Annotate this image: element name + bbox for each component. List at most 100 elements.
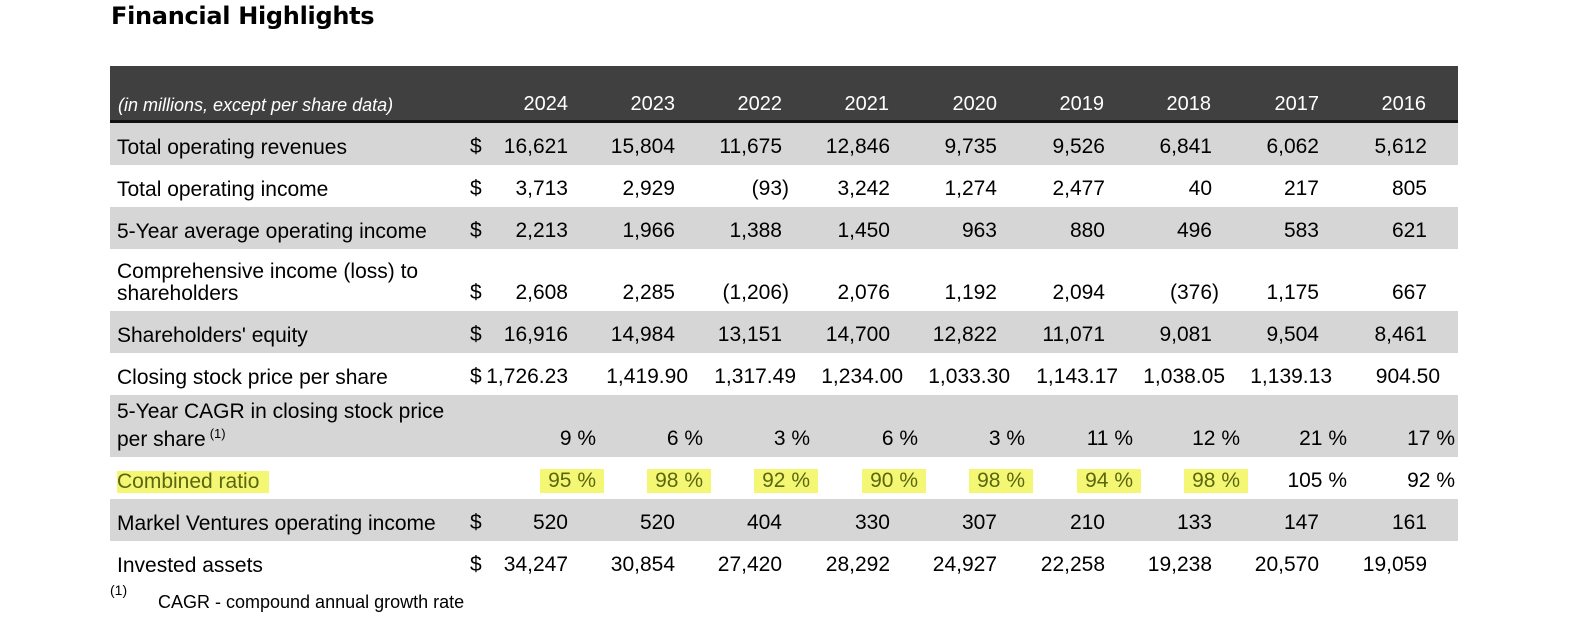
row-label: Shareholders' equity xyxy=(117,324,308,347)
cell-value: 12 % xyxy=(1192,427,1240,450)
cell-value: 28,292 xyxy=(825,553,890,576)
currency-symbol: $ xyxy=(470,553,482,576)
year-header: 2023 xyxy=(630,93,676,115)
cell-value: 12,846 xyxy=(825,135,890,158)
cell-value: 3,713 xyxy=(515,177,568,200)
cell-value: 520 xyxy=(639,511,675,534)
cell-value: 904.50 xyxy=(1375,365,1440,388)
row-label: Comprehensive income (loss) to shareholde… xyxy=(117,261,418,305)
cell-value: (376) xyxy=(1169,281,1219,304)
year-header: 2020 xyxy=(952,93,998,115)
year-header: 2017 xyxy=(1274,93,1320,115)
table-row: Total operating income $ 3,713 2,929 (93… xyxy=(110,165,1458,207)
cell-value: 147 xyxy=(1283,511,1319,534)
cell-value: 13,151 xyxy=(717,323,782,346)
cell-value: 15,804 xyxy=(610,135,675,158)
cell-value: 21 % xyxy=(1299,427,1347,450)
footnote-text: CAGR - compound annual growth rate xyxy=(158,592,465,612)
unit-label: (in millions, except per share data) xyxy=(118,95,394,115)
currency-symbol: $ xyxy=(470,365,482,388)
cell-value: 1,388 xyxy=(729,219,782,242)
financial-table: (in millions, except per share data) 202… xyxy=(110,66,1458,583)
row-label: Combined ratio xyxy=(117,471,270,493)
cell-value: 583 xyxy=(1283,219,1319,242)
cell-value: 621 xyxy=(1391,219,1427,242)
cell-value: 12,822 xyxy=(932,323,997,346)
currency-symbol: $ xyxy=(470,219,482,242)
row-label-line: shareholders xyxy=(117,282,239,305)
row-label-line: per share xyxy=(117,428,206,451)
cell-value: 1,175 xyxy=(1266,281,1319,304)
cell-value: 11 % xyxy=(1086,427,1133,450)
currency-symbol: $ xyxy=(470,323,482,346)
currency-symbol: $ xyxy=(470,281,482,304)
cell-value: 90 % xyxy=(862,469,926,493)
cell-value: 9,735 xyxy=(944,135,997,158)
cell-value: 2,076 xyxy=(837,281,890,304)
cell-value: 1,033.30 xyxy=(928,365,1010,388)
cell-value: 1,234.00 xyxy=(821,365,903,388)
cell-value: 11,071 xyxy=(1042,323,1105,346)
cell-value: 1,317.49 xyxy=(714,365,796,388)
cell-value: 16,916 xyxy=(503,323,568,346)
table-row: Invested assets $ 34,247 30,854 27,420 2… xyxy=(110,541,1458,583)
table-row: 5-Year average operating income $ 2,213 … xyxy=(110,207,1458,249)
cell-value: 520 xyxy=(532,511,568,534)
year-header: 2018 xyxy=(1166,93,1212,115)
row-label: Total operating revenues xyxy=(117,136,347,159)
cell-value: 22,258 xyxy=(1040,553,1105,576)
table-header: (in millions, except per share data) 202… xyxy=(110,66,1458,123)
cell-value: 3,242 xyxy=(837,177,890,200)
cell-value: 1,726.23 xyxy=(486,365,568,388)
currency-symbol: $ xyxy=(470,511,482,534)
row-label-line: 5-Year CAGR in closing stock price xyxy=(117,400,445,423)
footnote-marker: (1) xyxy=(209,426,226,441)
cell-value: 1,038.05 xyxy=(1143,365,1225,388)
cell-value: 161 xyxy=(1391,511,1427,534)
cell-value: 880 xyxy=(1069,219,1105,242)
cell-value: 92 % xyxy=(754,469,818,493)
year-header: 2021 xyxy=(844,93,890,115)
cell-value: 11,675 xyxy=(719,135,782,158)
table-row: Markel Ventures operating income $ 520 5… xyxy=(110,499,1458,541)
cell-value: 27,420 xyxy=(717,553,782,576)
cell-value: 24,927 xyxy=(932,553,997,576)
cell-value: 9,526 xyxy=(1052,135,1105,158)
cell-value: 6,841 xyxy=(1159,135,1212,158)
cell-value: 2,929 xyxy=(622,177,675,200)
cell-value: 14,984 xyxy=(610,323,675,346)
cell-value: 963 xyxy=(961,219,997,242)
row-label: Total operating income xyxy=(117,178,329,201)
cell-value: 9 % xyxy=(559,427,596,450)
row-label: 5-Year CAGR in closing stock price per sh… xyxy=(117,401,444,451)
cell-value: 2,094 xyxy=(1052,281,1105,304)
cell-value: 9,504 xyxy=(1266,323,1319,346)
cell-value: 94 % xyxy=(1077,469,1141,493)
cell-value: 14,700 xyxy=(825,323,890,346)
cell-value: 34,247 xyxy=(503,553,568,576)
cell-value: 16,621 xyxy=(503,135,568,158)
cell-value: 2,213 xyxy=(515,219,568,242)
cell-value: 9,081 xyxy=(1159,323,1212,346)
cell-value: 19,059 xyxy=(1362,553,1427,576)
currency-symbol: $ xyxy=(470,135,482,158)
cell-value: (93) xyxy=(751,177,789,200)
row-label-line: Comprehensive income (loss) to xyxy=(117,260,419,283)
cell-value: 19,238 xyxy=(1147,553,1212,576)
cell-value: 307 xyxy=(961,511,997,534)
cell-value: 3 % xyxy=(773,427,810,450)
cell-value: 210 xyxy=(1069,511,1105,534)
cell-value: 2,608 xyxy=(515,281,568,304)
year-header: 2016 xyxy=(1381,93,1427,115)
cell-value: 105 % xyxy=(1287,469,1347,492)
cell-value: 496 xyxy=(1176,219,1212,242)
cell-value: 330 xyxy=(854,511,890,534)
table-row: Total operating revenues $ 16,621 15,804… xyxy=(110,123,1458,165)
table-row: 5-Year CAGR in closing stock price per sh… xyxy=(110,395,1458,457)
cell-value: (1,206) xyxy=(722,281,789,304)
cell-value: 1,419.90 xyxy=(606,365,688,388)
row-label: Invested assets xyxy=(117,554,263,577)
cell-value: 805 xyxy=(1391,177,1427,200)
cell-value: 98 % xyxy=(1184,469,1248,493)
row-label: 5-Year average operating income xyxy=(117,220,427,243)
